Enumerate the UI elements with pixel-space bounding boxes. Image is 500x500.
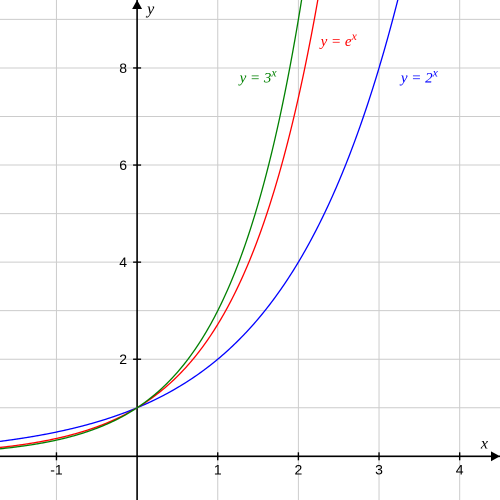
y-tick-label: 2 bbox=[119, 351, 127, 367]
x-tick-label: -1 bbox=[50, 461, 63, 477]
exponential-chart: -112342468xyy = 2xy = exy = 3x bbox=[0, 0, 500, 500]
y-tick-label: 6 bbox=[119, 157, 127, 173]
x-tick-label: 3 bbox=[375, 461, 383, 477]
y-tick-label: 4 bbox=[119, 254, 127, 270]
x-tick-label: 1 bbox=[214, 461, 222, 477]
y-tick-label: 8 bbox=[119, 60, 127, 76]
x-axis-label: x bbox=[480, 435, 488, 452]
x-tick-label: 4 bbox=[456, 461, 464, 477]
y-axis-label: y bbox=[145, 1, 155, 18]
x-tick-label: 2 bbox=[294, 461, 302, 477]
